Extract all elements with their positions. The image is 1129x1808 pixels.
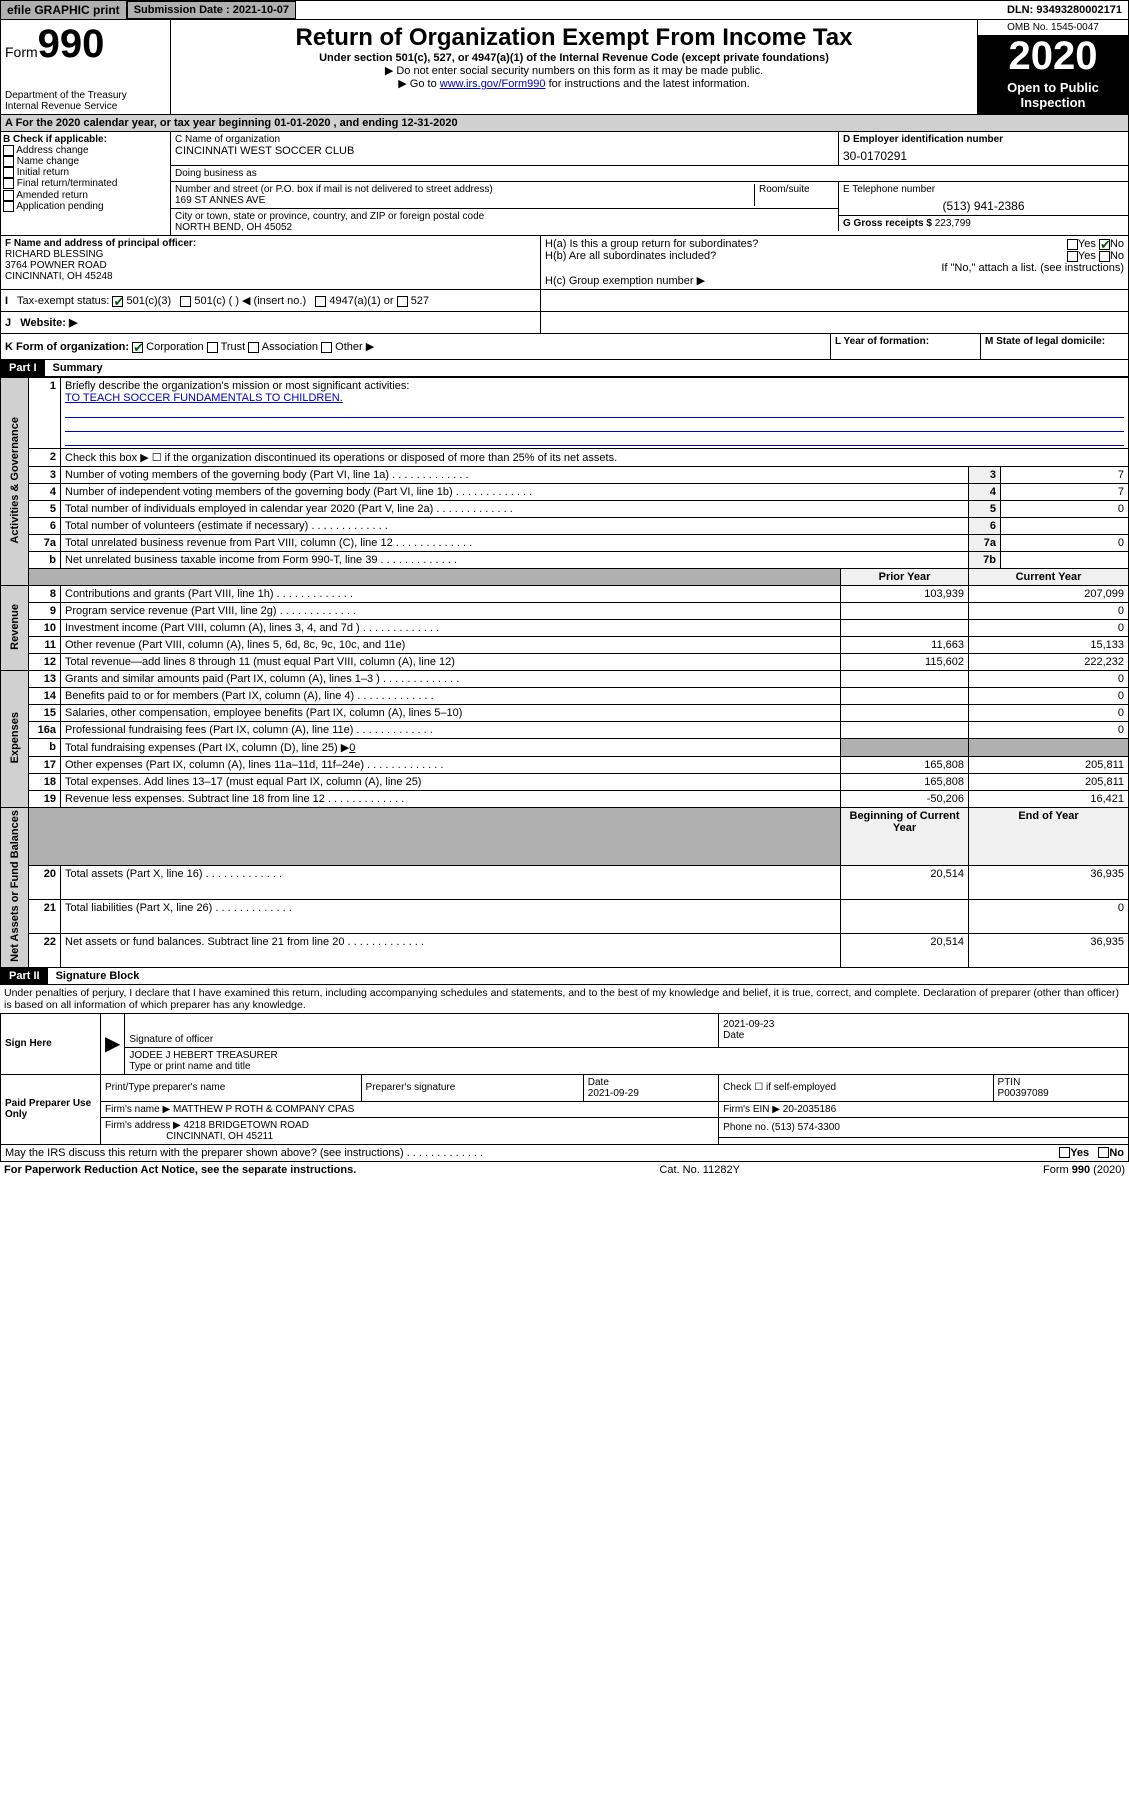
top-bar: efile GRAPHIC print Submission Date : 20…	[0, 0, 1129, 20]
row-f-h: F Name and address of principal officer:…	[0, 236, 1129, 290]
part-1-header: Part I Summary	[0, 360, 1129, 377]
addr-label: Number and street (or P.O. box if mail i…	[175, 184, 754, 195]
open-public: Open to Public Inspection	[978, 76, 1128, 114]
principal-officer: F Name and address of principal officer:…	[1, 236, 541, 289]
gross-receipts: G Gross receipts $ 223,799	[838, 215, 1128, 231]
group-return: H(a) Is this a group return for subordin…	[541, 236, 1128, 289]
sidelabel-expenses: Expenses	[9, 712, 21, 763]
row-k-l-m: K Form of organization: Corporation Trus…	[0, 334, 1129, 360]
form-title: Return of Organization Exempt From Incom…	[175, 24, 973, 52]
dba-label: Doing business as	[175, 168, 1124, 179]
form-of-org: K Form of organization: Corporation Trus…	[1, 334, 831, 359]
sidelabel-revenue: Revenue	[9, 604, 21, 650]
perjury-declaration: Under penalties of perjury, I declare th…	[0, 985, 1129, 1013]
tax-exempt-status: I Tax-exempt status: 501(c)(3) 501(c) ( …	[1, 290, 541, 311]
footer: For Paperwork Reduction Act Notice, see …	[0, 1162, 1129, 1178]
signature-table: Sign Here ▶ Signature of officer 2021-09…	[0, 1013, 1129, 1145]
instructions-link[interactable]: www.irs.gov/Form990	[440, 78, 546, 90]
submission-date: Submission Date : 2021-10-07	[127, 1, 296, 19]
year-formation: L Year of formation:	[831, 334, 981, 359]
sign-here-label: Sign Here	[1, 1013, 101, 1074]
org-name: CINCINNATI WEST SOCCER CLUB	[175, 145, 834, 157]
city-label: City or town, state or province, country…	[175, 211, 834, 222]
form-number: Form990	[5, 22, 166, 67]
state-domicile: M State of legal domicile:	[981, 334, 1128, 359]
dept-treasury: Department of the Treasury Internal Reve…	[5, 90, 166, 112]
website: J Website: ▶	[1, 312, 541, 333]
street-address: 169 ST ANNES AVE	[175, 195, 754, 206]
ssn-warning: ▶ Do not enter social security numbers o…	[175, 64, 973, 77]
box-b: B Check if applicable: Address change Na…	[1, 132, 171, 235]
section-b-to-g: B Check if applicable: Address change Na…	[0, 132, 1129, 236]
summary-table: Activities & Governance 1 Briefly descri…	[0, 377, 1129, 968]
discuss-row: May the IRS discuss this return with the…	[0, 1145, 1129, 1162]
sidelabel-governance: Activities & Governance	[9, 417, 21, 544]
tax-year: 2020	[978, 36, 1128, 76]
row-j: J Website: ▶	[0, 312, 1129, 334]
sidelabel-netassets: Net Assets or Fund Balances	[9, 810, 21, 962]
officer-name: JODEE J HEBERT TREASURER	[129, 1050, 277, 1061]
ein-value: 30-0170291	[843, 149, 1124, 163]
telephone: (513) 941-2386	[843, 199, 1124, 213]
form-header: Form990 Department of the Treasury Inter…	[0, 20, 1129, 115]
ein-box: D Employer identification number 30-0170…	[838, 132, 1128, 165]
form-subtitle: Under section 501(c), 527, or 4947(a)(1)…	[175, 52, 973, 64]
org-name-box: C Name of organization CINCINNATI WEST S…	[171, 132, 838, 165]
telephone-box: E Telephone number (513) 941-2386	[838, 182, 1128, 215]
dln: DLN: 93493280002171	[1001, 2, 1128, 18]
efile-print-button[interactable]: efile GRAPHIC print	[1, 1, 127, 19]
paid-preparer-label: Paid Preparer Use Only	[1, 1074, 101, 1144]
city-state-zip: NORTH BEND, OH 45052	[175, 222, 834, 233]
mission: TO TEACH SOCCER FUNDAMENTALS TO CHILDREN…	[65, 392, 343, 404]
part-2-header: Part II Signature Block	[0, 968, 1129, 985]
firm-name: MATTHEW P ROTH & COMPANY CPAS	[173, 1104, 354, 1115]
room-suite: Room/suite	[754, 184, 834, 206]
tax-period: A For the 2020 calendar year, or tax yea…	[0, 115, 1129, 132]
row-i-j: I Tax-exempt status: 501(c)(3) 501(c) ( …	[0, 290, 1129, 312]
instructions-link-line: ▶ Go to www.irs.gov/Form990 for instruct…	[175, 77, 973, 90]
